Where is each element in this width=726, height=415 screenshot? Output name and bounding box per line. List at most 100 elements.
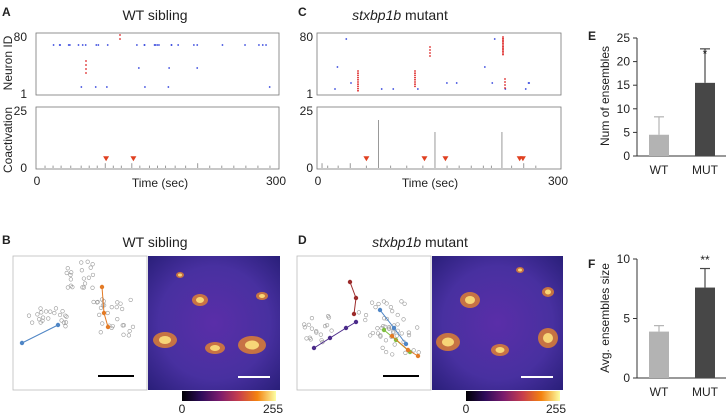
panel-c-coact-frame (316, 106, 562, 170)
ensemble-neuron (19, 340, 25, 346)
spike-dot (167, 86, 170, 88)
neuron-marker (308, 337, 313, 342)
spike-dot (156, 44, 159, 46)
neuron-marker (121, 332, 126, 337)
panel-a-coact-ytick-bottom: 0 (20, 161, 27, 175)
spike-dot (268, 86, 271, 88)
neuron-marker (97, 312, 102, 317)
ensemble-spike-dot (414, 83, 416, 86)
neuron-marker (81, 285, 86, 290)
ensemble-spike-dot (357, 85, 359, 88)
panel-c-letter: C (298, 5, 307, 19)
spike-dot (491, 82, 494, 84)
bar-mut (695, 82, 715, 156)
spike-dot (336, 66, 339, 68)
panel-e: E Num of ensembles 0 5 10 15 20 25 WT MUT * (588, 29, 726, 177)
neuron-marker (383, 338, 389, 343)
spike-dot (143, 44, 146, 46)
ensemble-spike-dot (502, 45, 504, 48)
neuron-marker (402, 301, 407, 306)
neuron-marker (120, 306, 125, 312)
neuron-marker (395, 322, 400, 327)
neuron-marker (79, 260, 84, 265)
panel-c: C stxbp1b mutant 80 1 25 0 0 300 Time (s… (298, 5, 568, 190)
ensemble-spike-dot (429, 46, 431, 48)
panel-d-letter: D (298, 233, 307, 247)
ensemble-spike-dot (502, 47, 504, 50)
neuron-marker (60, 309, 65, 314)
ensemble-spike-dot (502, 50, 504, 53)
ensemble-spike-dot (357, 81, 359, 83)
neuron-marker (81, 276, 86, 281)
panel-c-coactivation-bars (321, 120, 537, 168)
panel-a-coact-ytick-top: 25 (14, 104, 28, 118)
neuron-marker (88, 265, 93, 270)
ensemble-spike-dot (414, 74, 416, 77)
ensemble-neuron (343, 325, 349, 331)
spike-dot (380, 88, 383, 90)
panel-d-brain-hotspots (436, 267, 558, 356)
neuron-marker (369, 300, 375, 305)
ensemble-event-marker (130, 156, 137, 162)
ensemble-spike-dot (357, 72, 359, 75)
spike-dot (334, 88, 336, 90)
neuron-marker (324, 323, 330, 328)
neuron-marker (356, 310, 361, 315)
neuron-marker (98, 330, 103, 335)
panel-a-raster-frame (35, 32, 280, 96)
neuron-marker (115, 300, 120, 305)
ensemble-spike-dot (429, 52, 431, 54)
neuron-marker (322, 324, 328, 329)
neuron-marker (121, 323, 126, 328)
panel-d-title: stxbp1b mutant (372, 234, 468, 250)
ensemble-spike-dot (502, 39, 504, 42)
spike-dot (170, 44, 173, 46)
neuron-marker (57, 312, 63, 318)
neuron-marker (368, 333, 373, 338)
ensemble-neuron (347, 279, 353, 285)
panel-c-title-gene: stxbp1b (352, 7, 401, 23)
panel-d-brain-image (432, 256, 563, 390)
neuron-marker (399, 331, 404, 336)
panel-a-raster-ylabel: Neuron ID (1, 35, 15, 90)
spike-dot (455, 82, 458, 84)
ensemble-spike-dot (85, 64, 87, 66)
panel-e-significance: * (703, 47, 708, 61)
ensemble-spike-dot (357, 87, 359, 90)
spike-dot (106, 44, 109, 46)
neuron-marker (98, 305, 104, 311)
ensemble-spike-dot (414, 81, 416, 83)
neuron-marker (390, 309, 395, 314)
ensemble-spike-dot (502, 37, 504, 40)
ensemble-spike-dot (414, 70, 416, 72)
spike-dot (77, 44, 80, 46)
neuron-marker (384, 349, 389, 355)
neuron-marker (387, 326, 392, 331)
neuron-marker (384, 316, 390, 322)
neuron-marker (40, 315, 46, 320)
panel-d-network-map (302, 279, 421, 359)
neuron-marker (95, 299, 100, 305)
panel-e-letter: E (588, 29, 596, 43)
neuron-marker (128, 297, 133, 303)
neuron-marker (68, 272, 73, 278)
activity-hotspot-core (178, 273, 182, 277)
neuron-marker (373, 305, 378, 310)
neuron-marker (26, 313, 32, 318)
spike-dot (196, 67, 199, 69)
neuron-marker (378, 334, 383, 339)
neuron-marker (306, 322, 311, 327)
neuron-marker (39, 310, 44, 315)
ensemble-link (21, 324, 59, 344)
neuron-marker (314, 330, 319, 335)
ensemble-spike-dot (429, 55, 431, 57)
panel-a-raster-dots (52, 34, 271, 88)
neuron-marker (79, 268, 84, 273)
ensemble-spike-dot (502, 36, 504, 38)
x-tick-label: WT (650, 385, 669, 399)
neuron-marker (126, 333, 131, 338)
spike-dot (158, 44, 160, 46)
ensemble-spike-dot (414, 72, 416, 75)
y-tick-label: 10 (617, 252, 631, 266)
panel-d-network-frame (296, 255, 432, 391)
